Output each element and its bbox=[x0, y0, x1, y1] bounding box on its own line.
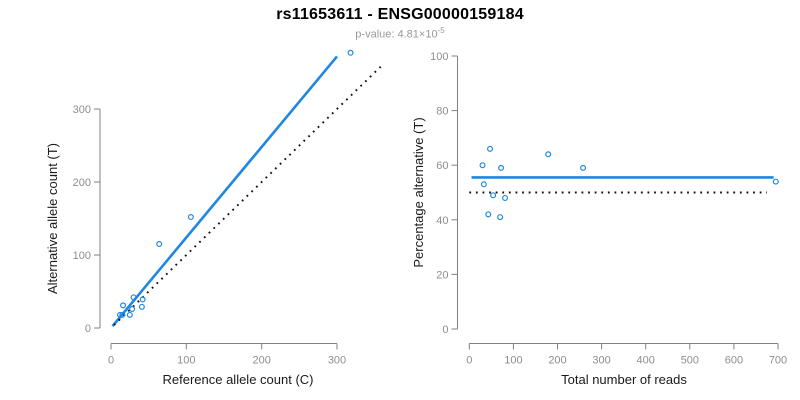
y-tick-label: 40 bbox=[436, 215, 448, 227]
x-tick-label: 300 bbox=[592, 355, 610, 367]
regression-line bbox=[111, 55, 338, 328]
data-point bbox=[130, 294, 137, 301]
x-tick-label: 100 bbox=[504, 355, 522, 367]
pvalue-base: p-value: 4.81×10 bbox=[355, 28, 438, 41]
y-tick-label: 0 bbox=[85, 323, 91, 335]
y-tick-label: 20 bbox=[436, 269, 448, 281]
data-point bbox=[580, 164, 587, 171]
y-axis-title: Percentage alternative (T) bbox=[411, 117, 426, 267]
data-point bbox=[502, 194, 509, 201]
x-axis-title: Total number of reads bbox=[561, 372, 687, 387]
x-tick-label: 200 bbox=[252, 355, 270, 367]
scatter-plot-percentage-vs-reads: 0 100 200 300 400 500 600 700 0 20 40 60 80 100 Total … bbox=[411, 51, 787, 387]
identity-line bbox=[113, 63, 385, 326]
y-tick-label: 200 bbox=[73, 177, 91, 189]
data-point bbox=[187, 214, 194, 221]
data-point bbox=[126, 311, 133, 318]
data-point bbox=[497, 214, 504, 221]
x-tick-label: 400 bbox=[637, 355, 655, 367]
data-point bbox=[498, 164, 505, 171]
x-tick-label: 0 bbox=[466, 355, 472, 367]
y-axis-title: Alternative allele count (T) bbox=[45, 143, 60, 294]
data-point bbox=[485, 211, 492, 218]
x-tick-label: 500 bbox=[681, 355, 699, 367]
pvalue-exponent: -5 bbox=[437, 26, 445, 35]
x-tick-label: 600 bbox=[725, 355, 743, 367]
data-point bbox=[120, 302, 127, 309]
y-tick-label: 0 bbox=[442, 324, 448, 336]
x-tick-label: 0 bbox=[108, 355, 114, 367]
x-tick-label: 100 bbox=[177, 355, 195, 367]
y-tick-label: 60 bbox=[436, 160, 448, 172]
x-tick-label: 200 bbox=[548, 355, 566, 367]
data-point bbox=[480, 181, 487, 188]
data-point bbox=[479, 162, 486, 169]
data-point bbox=[347, 49, 354, 56]
x-tick-label: 700 bbox=[769, 355, 787, 367]
y-tick-label: 100 bbox=[430, 51, 448, 63]
data-point bbox=[139, 296, 146, 303]
y-tick-label: 100 bbox=[73, 250, 91, 262]
y-tick-label: 80 bbox=[436, 106, 448, 118]
data-point bbox=[545, 151, 552, 158]
data-point bbox=[117, 311, 124, 318]
figure-title: rs11653611 - ENSG00000159184 bbox=[276, 6, 524, 23]
y-tick-label: 300 bbox=[73, 104, 91, 116]
data-point bbox=[129, 306, 136, 313]
data-point bbox=[772, 178, 779, 185]
scatter-plot-allele-counts: 0 100 200 300 0 100 200 300 Reference allele cou… bbox=[45, 49, 385, 387]
data-point bbox=[119, 311, 126, 318]
data-point bbox=[490, 192, 497, 199]
data-point bbox=[138, 303, 145, 310]
x-tick-label: 300 bbox=[328, 355, 346, 367]
data-point bbox=[487, 145, 494, 152]
figure-subtitle: p-value: 4.81×10-5 bbox=[0, 26, 800, 41]
data-point bbox=[156, 241, 163, 248]
x-axis-title: Reference allele count (C) bbox=[162, 372, 313, 387]
